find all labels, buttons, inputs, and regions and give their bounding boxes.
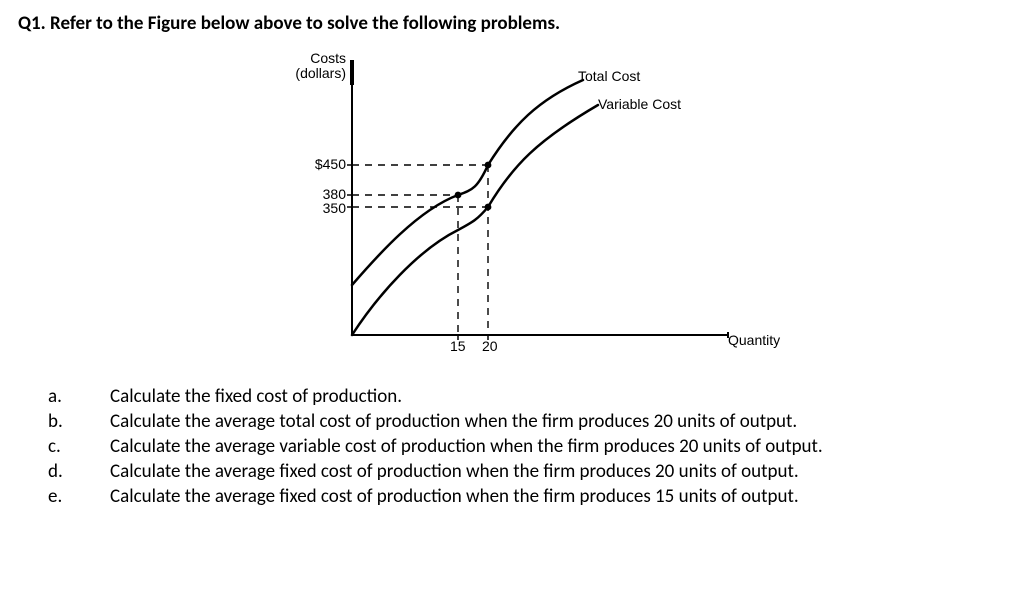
label-total-cost: Total Cost xyxy=(578,69,640,84)
x-axis-label: Quantity xyxy=(728,333,780,348)
question-row: b. Calculate the average total cost of p… xyxy=(48,410,1006,433)
question-text: Calculate the average variable cost of p… xyxy=(110,435,823,458)
question-row: a. Calculate the fixed cost of productio… xyxy=(48,385,1006,408)
question-text: Calculate the average fixed cost of prod… xyxy=(110,460,799,483)
question-list: a. Calculate the fixed cost of productio… xyxy=(48,385,1006,508)
question-title: Q1. Refer to the Figure below above to s… xyxy=(18,12,1006,35)
question-letter: b. xyxy=(48,410,70,433)
question-text: Calculate the fixed cost of production. xyxy=(110,385,402,408)
question-text: Calculate the average total cost of prod… xyxy=(110,410,797,433)
question-text: Calculate the average fixed cost of prod… xyxy=(110,485,799,508)
ytick-350: 350 xyxy=(290,201,346,216)
cost-chart: Costs (dollars) $450 380 350 15 20 Total… xyxy=(278,55,818,355)
y-axis-label: Costs (dollars) xyxy=(268,51,346,82)
label-variable-cost: Variable Cost xyxy=(598,97,681,112)
cost-chart-svg xyxy=(278,55,818,355)
ytick-450: $450 xyxy=(290,157,346,172)
question-row: c. Calculate the average variable cost o… xyxy=(48,435,1006,458)
question-letter: c. xyxy=(48,435,70,458)
question-letter: d. xyxy=(48,460,70,483)
question-row: e. Calculate the average fixed cost of p… xyxy=(48,485,1006,508)
xtick-20: 20 xyxy=(482,339,498,354)
xtick-15: 15 xyxy=(450,339,466,354)
question-letter: a. xyxy=(48,385,70,408)
question-letter: e. xyxy=(48,485,70,508)
question-row: d. Calculate the average fixed cost of p… xyxy=(48,460,1006,483)
